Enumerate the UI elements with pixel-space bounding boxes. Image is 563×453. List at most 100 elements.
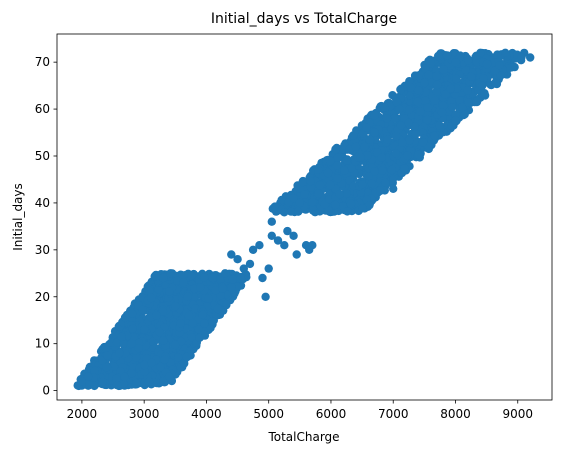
data-point: [333, 153, 343, 162]
data-point: [286, 207, 296, 216]
data-point: [187, 271, 196, 281]
data-point: [173, 353, 183, 362]
x-tick-label: 8000: [440, 407, 471, 421]
data-point: [211, 286, 220, 295]
data-point: [158, 307, 168, 316]
x-tick-label: 2000: [67, 407, 98, 421]
x-axis-label: TotalCharge: [267, 430, 339, 444]
data-point: [370, 128, 379, 137]
data-point: [414, 150, 423, 160]
data-point: [255, 241, 264, 250]
data-point: [460, 110, 469, 119]
data-point: [198, 310, 207, 319]
data-point: [144, 377, 154, 386]
data-point: [200, 319, 209, 328]
data-point: [170, 340, 180, 350]
data-point: [261, 292, 270, 301]
data-point: [517, 52, 526, 62]
data-point: [382, 114, 392, 123]
data-point: [131, 353, 141, 362]
data-point: [115, 348, 124, 358]
data-point: [208, 317, 217, 326]
data-point: [430, 96, 440, 105]
data-point: [435, 121, 444, 130]
y-tick-label: 50: [35, 149, 50, 163]
data-point: [375, 186, 385, 196]
data-point: [421, 64, 430, 73]
data-point: [434, 51, 443, 61]
data-point: [410, 122, 419, 131]
x-tick-label: 4000: [191, 407, 222, 421]
data-point: [480, 89, 489, 98]
data-point: [495, 61, 504, 70]
data-point: [463, 86, 472, 95]
data-point: [182, 352, 191, 362]
data-point: [391, 132, 401, 141]
data-point: [127, 369, 136, 378]
data-point: [463, 56, 473, 65]
data-point: [396, 121, 406, 130]
data-point: [378, 166, 387, 175]
data-point: [188, 319, 197, 328]
data-point: [306, 182, 316, 192]
data-point: [367, 179, 377, 188]
data-point: [451, 58, 460, 67]
data-point: [526, 53, 535, 62]
data-point: [314, 189, 323, 198]
data-point: [199, 273, 209, 282]
data-point: [248, 245, 258, 254]
data-point: [351, 142, 361, 151]
data-point: [292, 250, 301, 259]
data-point: [432, 87, 441, 96]
data-point: [464, 98, 473, 107]
data-point: [424, 70, 433, 80]
data-point: [441, 90, 450, 99]
data-point: [349, 131, 358, 140]
data-point: [140, 360, 149, 370]
y-tick-label: 10: [35, 337, 50, 351]
data-point: [426, 58, 436, 68]
data-point: [140, 325, 149, 334]
data-point: [179, 278, 188, 287]
y-tick-label: 20: [35, 290, 50, 304]
data-point: [106, 338, 116, 347]
data-point: [451, 116, 460, 125]
y-tick-label: 30: [35, 243, 50, 257]
data-point: [156, 362, 165, 372]
data-point: [245, 259, 255, 269]
points-layer: [73, 48, 535, 391]
data-point: [117, 332, 127, 342]
data-point: [128, 324, 137, 333]
data-point: [437, 108, 447, 117]
data-point: [166, 269, 175, 278]
data-point: [267, 231, 276, 240]
data-point: [171, 302, 180, 311]
data-point: [365, 201, 374, 210]
data-point: [387, 165, 397, 175]
x-tick-label: 3000: [129, 407, 160, 421]
data-point: [154, 284, 163, 294]
data-point: [102, 363, 112, 372]
data-point: [479, 74, 488, 83]
data-point: [119, 379, 128, 389]
data-point: [446, 84, 455, 93]
data-point: [404, 105, 414, 114]
data-point: [164, 372, 174, 381]
data-point: [315, 181, 325, 190]
data-point: [380, 103, 390, 112]
data-point: [335, 190, 344, 199]
data-point: [333, 174, 342, 183]
data-point: [416, 70, 425, 80]
data-point: [314, 165, 323, 174]
data-point: [421, 96, 430, 106]
data-point: [267, 217, 276, 226]
data-point: [482, 59, 492, 69]
data-point: [236, 274, 246, 283]
data-point: [289, 194, 298, 203]
data-point: [119, 339, 128, 348]
data-point: [213, 304, 223, 314]
data-point: [112, 380, 122, 390]
data-point: [365, 135, 375, 144]
data-point: [467, 72, 476, 81]
data-point: [423, 103, 433, 112]
